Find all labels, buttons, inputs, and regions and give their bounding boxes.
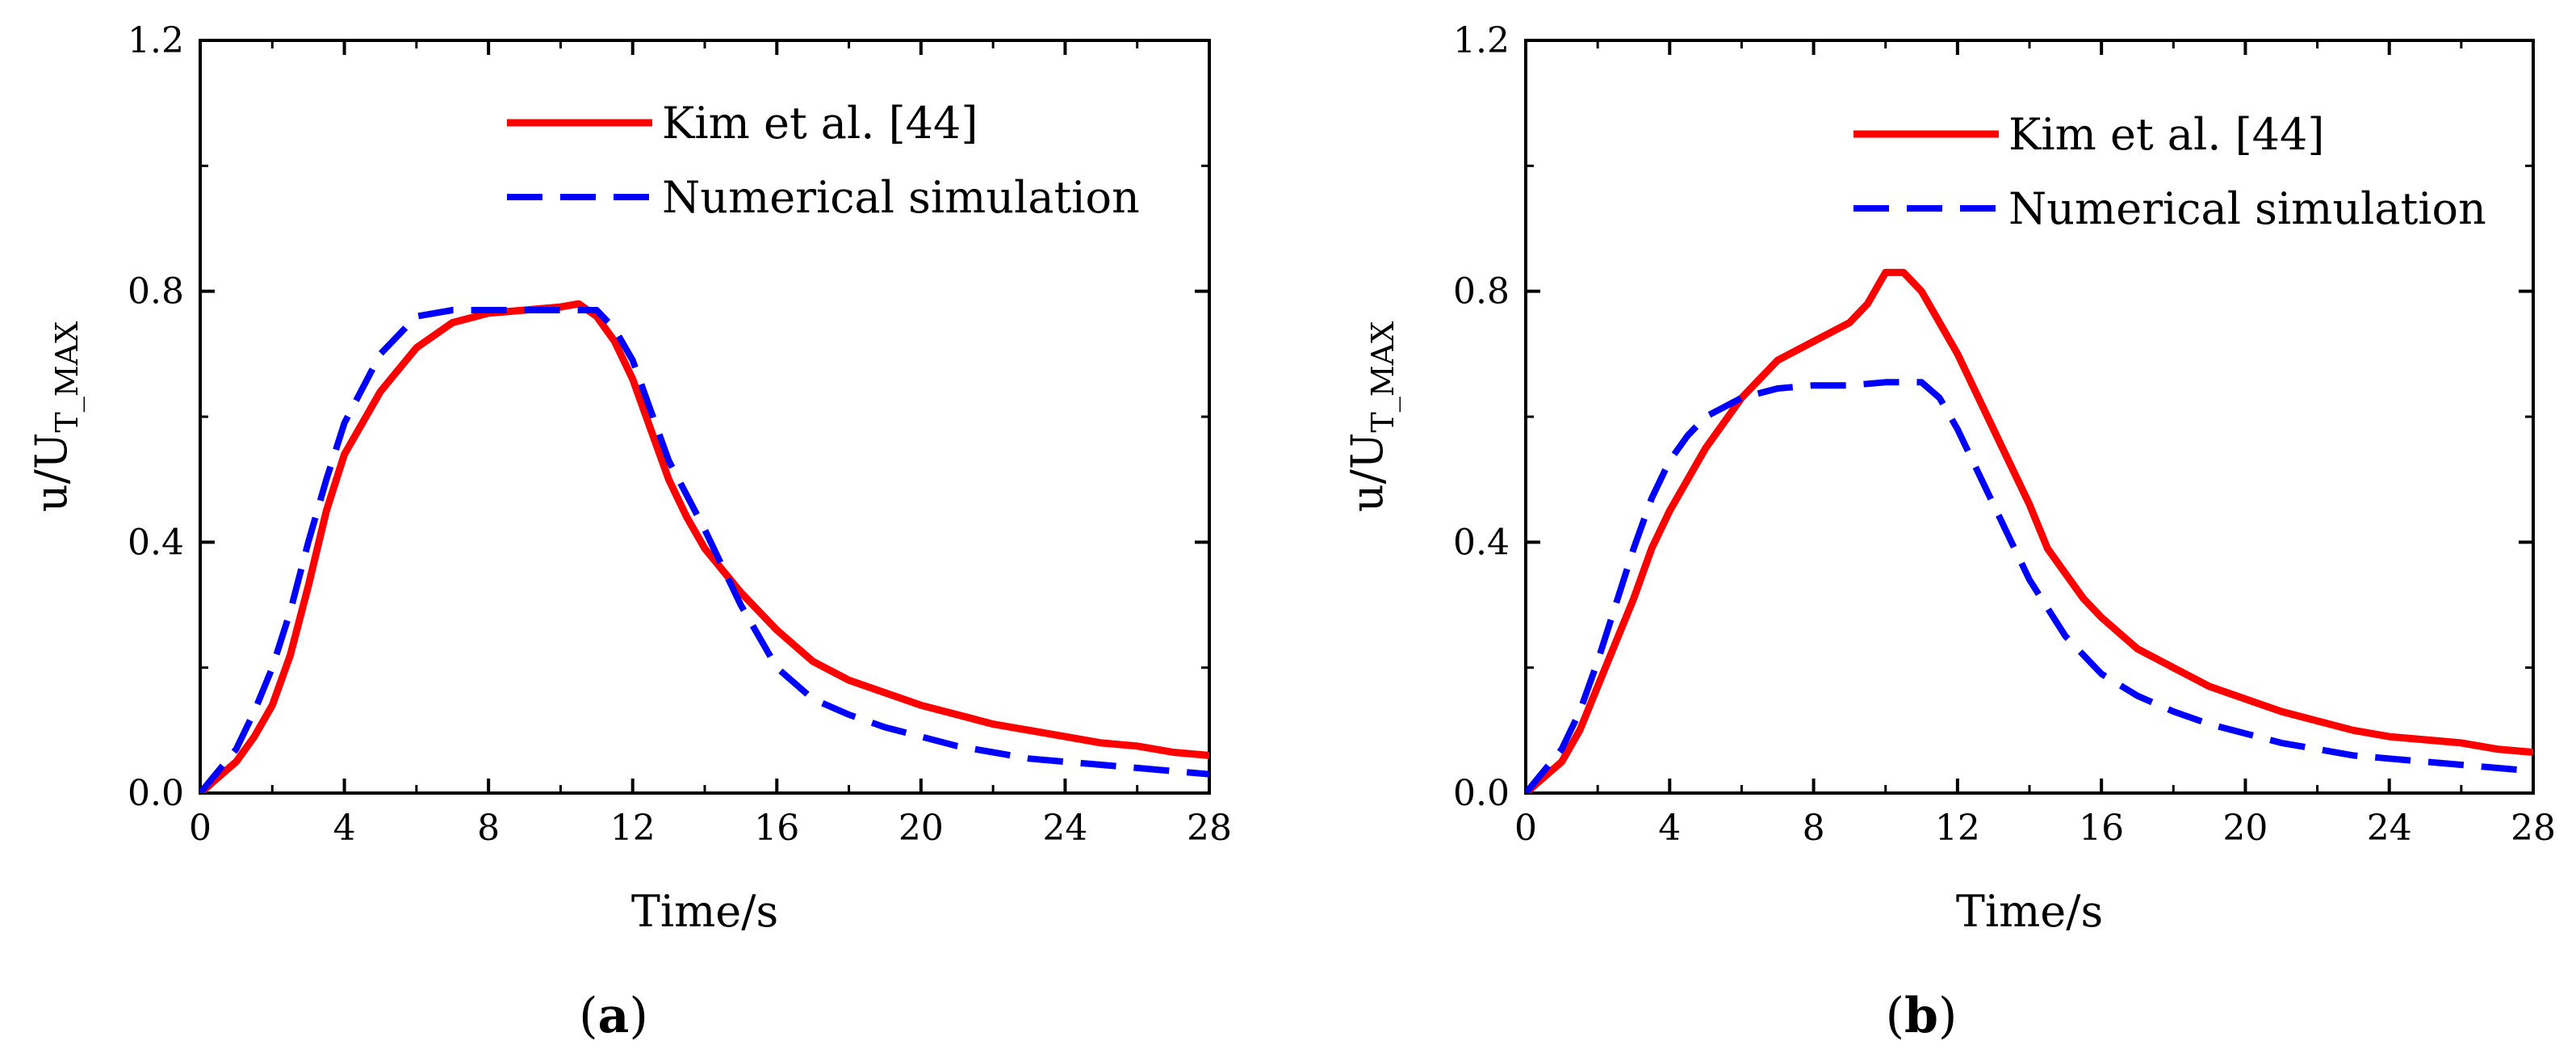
- x-tick-label: 28: [2511, 808, 2556, 849]
- legend-label: Kim et al. [44]: [662, 98, 978, 149]
- y-axis-title: u/UT_MAX: [26, 321, 86, 512]
- y-axis-title-main: u/U: [1342, 433, 1393, 512]
- x-axis-title: Time/s: [631, 886, 778, 937]
- y-axis-title-subscript: T_MAX: [49, 321, 86, 433]
- y-axis-title-main: u/U: [26, 433, 77, 512]
- chart-panel-a: 0 4 8 12 16 20 24 28 0.0 0.4 0.8 1.2 Time/s u/UT_MAX K…: [26, 20, 1232, 1044]
- panel-label: (b): [1886, 988, 1958, 1044]
- x-tick-label: 20: [2222, 808, 2268, 849]
- x-tick-label: 8: [477, 808, 500, 849]
- y-tick-label: 0.0: [1453, 773, 1510, 814]
- y-axis-title: u/UT_MAX: [1342, 321, 1401, 512]
- legend-label: Numerical simulation: [662, 172, 1140, 223]
- x-tick-label: 0: [189, 808, 212, 849]
- series-line-numerical-simulation: [1526, 379, 2533, 793]
- x-axis-title: Time/s: [1956, 886, 2103, 937]
- x-tick-label: 16: [2079, 808, 2124, 849]
- legend-label: Kim et al. [44]: [2008, 109, 2324, 160]
- x-tick-label: 4: [333, 808, 356, 849]
- y-tick-label: 0.4: [1453, 522, 1510, 563]
- y-tick-label: 1.2: [1453, 20, 1510, 61]
- x-tick-label: 0: [1514, 808, 1537, 849]
- x-tick-label: 24: [2367, 808, 2412, 849]
- series-line-kim-et-al: [1526, 268, 2533, 793]
- x-tick-label: 20: [898, 808, 944, 849]
- legend-label: Numerical simulation: [2008, 183, 2486, 234]
- y-tick-label: 0.0: [128, 773, 184, 814]
- y-axis-title-subscript: T_MAX: [1365, 321, 1401, 433]
- y-tick-label: 1.2: [128, 20, 184, 61]
- x-tick-label: 12: [1935, 808, 1980, 849]
- y-tick-label: 0.8: [128, 271, 184, 313]
- x-tick-label: 12: [610, 808, 656, 849]
- x-tick-label: 24: [1042, 808, 1087, 849]
- plot-frame-a: [199, 39, 1211, 795]
- x-tick-label: 16: [754, 808, 799, 849]
- x-tick-label: 4: [1658, 808, 1681, 849]
- panel-label: (a): [579, 988, 648, 1044]
- y-tick-label: 0.8: [1453, 271, 1510, 313]
- x-tick-label: 8: [1803, 808, 1825, 849]
- chart-panel-b: 0 4 8 12 16 20 24 28 0.0 0.4 0.8 1.2 Time/s u/UT_MAX K…: [1342, 20, 2556, 1044]
- x-tick-label: 28: [1187, 808, 1232, 849]
- series-line-kim-et-al: [200, 300, 1209, 793]
- series-line-numerical-simulation: [200, 307, 1209, 793]
- y-tick-label: 0.4: [128, 522, 184, 563]
